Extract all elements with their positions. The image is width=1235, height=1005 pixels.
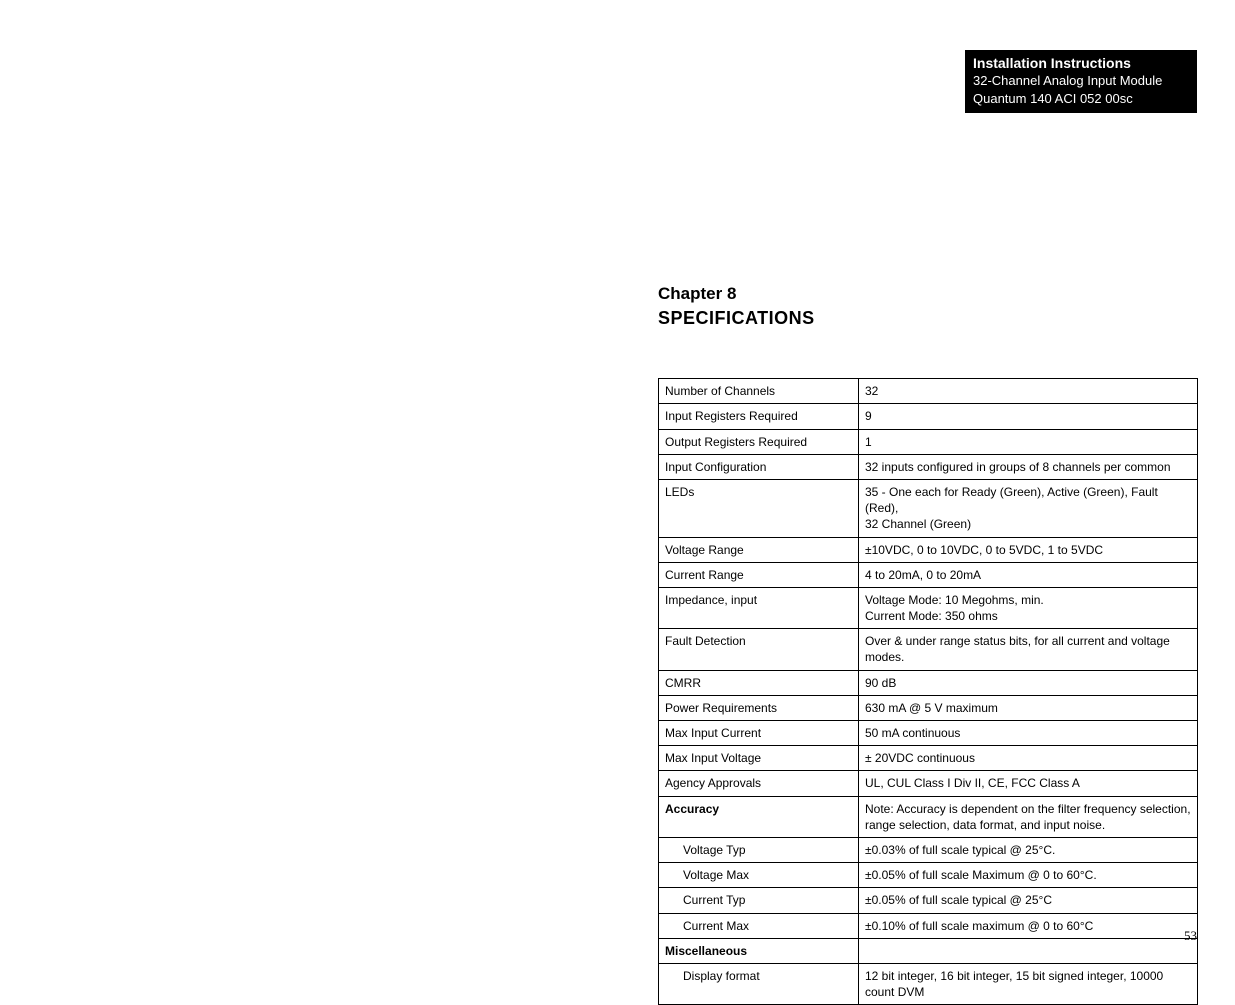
spec-value: Over & under range status bits, for all … <box>859 629 1198 670</box>
table-row: Current Max±0.10% of full scale maximum … <box>659 913 1198 938</box>
spec-label: Miscellaneous <box>659 938 859 963</box>
spec-value: 1 <box>859 429 1198 454</box>
spec-label: Agency Approvals <box>659 771 859 796</box>
section-title: SPECIFICATIONS <box>658 306 1198 330</box>
spec-label: Voltage Max <box>659 863 859 888</box>
spec-label: Voltage Range <box>659 537 859 562</box>
spec-value: 32 <box>859 379 1198 404</box>
table-row: Power Requirements630 mA @ 5 V maximum <box>659 695 1198 720</box>
spec-label: Current Range <box>659 562 859 587</box>
table-row: Voltage Max±0.05% of full scale Maximum … <box>659 863 1198 888</box>
specifications-table: Number of Channels32Input Registers Requ… <box>658 378 1198 1005</box>
spec-label: Max Input Voltage <box>659 746 859 771</box>
spec-value: 35 - One each for Ready (Green), Active … <box>859 479 1198 537</box>
specifications-tbody: Number of Channels32Input Registers Requ… <box>659 379 1198 1005</box>
spec-label: Fault Detection <box>659 629 859 670</box>
table-row: Input Registers Required9 <box>659 404 1198 429</box>
table-row: Max Input Voltage± 20VDC continuous <box>659 746 1198 771</box>
table-row: Current Typ±0.05% of full scale typical … <box>659 888 1198 913</box>
spec-label: Current Typ <box>659 888 859 913</box>
spec-value: 4 to 20mA, 0 to 20mA <box>859 562 1198 587</box>
spec-value: 630 mA @ 5 V maximum <box>859 695 1198 720</box>
spec-value: UL, CUL Class I Div II, CE, FCC Class A <box>859 771 1198 796</box>
spec-value: ±10VDC, 0 to 10VDC, 0 to 5VDC, 1 to 5VDC <box>859 537 1198 562</box>
table-row: CMRR90 dB <box>659 670 1198 695</box>
spec-label: Voltage Typ <box>659 837 859 862</box>
content-area: Chapter 8 SPECIFICATIONS Number of Chann… <box>658 283 1198 1005</box>
table-row: Agency ApprovalsUL, CUL Class I Div II, … <box>659 771 1198 796</box>
spec-value: Voltage Mode: 10 Megohms, min. Current M… <box>859 587 1198 628</box>
spec-value: ±0.05% of full scale typical @ 25°C <box>859 888 1198 913</box>
spec-value: 90 dB <box>859 670 1198 695</box>
table-row: Max Input Current50 mA continuous <box>659 721 1198 746</box>
page: Installation Instructions 32-Channel Ana… <box>0 0 1235 954</box>
spec-label: Input Registers Required <box>659 404 859 429</box>
table-row: Voltage Range±10VDC, 0 to 10VDC, 0 to 5V… <box>659 537 1198 562</box>
table-row: Fault DetectionOver & under range status… <box>659 629 1198 670</box>
header-box: Installation Instructions 32-Channel Ana… <box>965 50 1197 113</box>
spec-label: Power Requirements <box>659 695 859 720</box>
spec-value: 32 inputs configured in groups of 8 chan… <box>859 454 1198 479</box>
spec-value: ±0.03% of full scale typical @ 25°C. <box>859 837 1198 862</box>
header-line2: 32-Channel Analog Input Module <box>973 72 1189 90</box>
table-row: AccuracyNote: Accuracy is dependent on t… <box>659 796 1198 837</box>
spec-label: Number of Channels <box>659 379 859 404</box>
spec-value: Note: Accuracy is dependent on the filte… <box>859 796 1198 837</box>
table-row: Number of Channels32 <box>659 379 1198 404</box>
spec-label: Current Max <box>659 913 859 938</box>
table-row: Voltage Typ±0.03% of full scale typical … <box>659 837 1198 862</box>
spec-label: Accuracy <box>659 796 859 837</box>
spec-label: CMRR <box>659 670 859 695</box>
spec-label: Max Input Current <box>659 721 859 746</box>
table-row: Miscellaneous <box>659 938 1198 963</box>
chapter-label: Chapter 8 <box>658 283 1198 306</box>
table-row: Impedance, inputVoltage Mode: 10 Megohms… <box>659 587 1198 628</box>
spec-value: 12 bit integer, 16 bit integer, 15 bit s… <box>859 963 1198 1004</box>
spec-label: Input Configuration <box>659 454 859 479</box>
spec-value: 50 mA continuous <box>859 721 1198 746</box>
spec-label: Output Registers Required <box>659 429 859 454</box>
spec-value <box>859 938 1198 963</box>
table-row: Display format12 bit integer, 16 bit int… <box>659 963 1198 1004</box>
spec-label: LEDs <box>659 479 859 537</box>
header-line3: Quantum 140 ACI 052 00sc <box>973 90 1189 108</box>
spec-value: ± 20VDC continuous <box>859 746 1198 771</box>
table-row: Current Range4 to 20mA, 0 to 20mA <box>659 562 1198 587</box>
spec-value: ±0.10% of full scale maximum @ 0 to 60°C <box>859 913 1198 938</box>
table-row: Output Registers Required1 <box>659 429 1198 454</box>
spec-value: ±0.05% of full scale Maximum @ 0 to 60°C… <box>859 863 1198 888</box>
table-row: Input Configuration32 inputs configured … <box>659 454 1198 479</box>
header-title: Installation Instructions <box>973 54 1189 72</box>
page-number: 53 <box>1184 928 1197 944</box>
spec-label: Impedance, input <box>659 587 859 628</box>
spec-value: 9 <box>859 404 1198 429</box>
spec-label: Display format <box>659 963 859 1004</box>
table-row: LEDs35 - One each for Ready (Green), Act… <box>659 479 1198 537</box>
